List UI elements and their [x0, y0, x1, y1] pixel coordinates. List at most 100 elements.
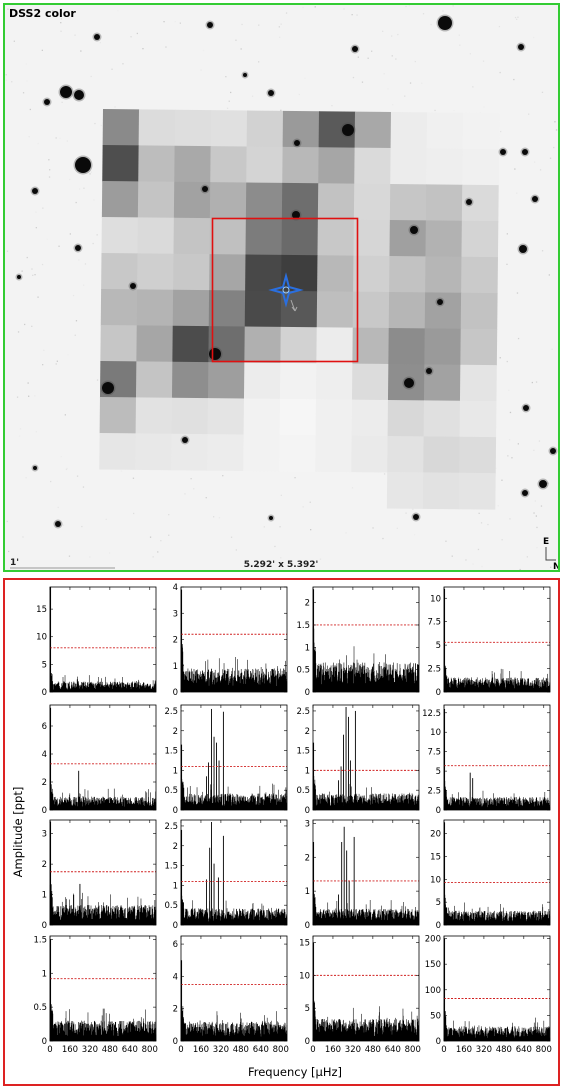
y-tick-label: 15: [36, 605, 47, 615]
y-tick-label: 2: [42, 860, 47, 870]
y-tick-label: 0: [436, 688, 441, 698]
star: [182, 437, 188, 443]
y-tick-label: 0: [436, 921, 441, 931]
star: [352, 46, 358, 52]
tpf-pixel: [351, 435, 389, 473]
y-tick-label: 0.5: [164, 901, 178, 911]
y-tick-label: 2: [305, 727, 310, 737]
star: [243, 73, 247, 77]
x-tick-label: 160: [193, 1045, 209, 1055]
periodogram-panel-1-2: 0 0.5 1 1.5 2 2.5: [296, 704, 420, 816]
y-tick-label: 15: [299, 939, 310, 949]
tpf-pixel: [317, 183, 355, 221]
star: [518, 44, 524, 50]
star: [55, 521, 61, 527]
x-tick-label: 480: [365, 1045, 381, 1055]
periodogram-panel-0-1: 0 1 2 3 4: [173, 583, 288, 698]
tpf-pixel-grid: [99, 109, 500, 510]
star: [94, 34, 100, 40]
y-axis-label: Amplitude [ppt]: [11, 787, 25, 878]
tpf-pixel: [279, 362, 317, 400]
y-tick-label: 1: [42, 891, 47, 901]
y-tick-label: 2.5: [427, 665, 441, 675]
y-tick-label: 10: [36, 633, 47, 643]
tpf-pixel: [389, 184, 427, 221]
tpf-pixel: [424, 292, 462, 330]
tpf-pixel: [101, 216, 139, 254]
tpf-pixel: [388, 292, 426, 329]
amplitude-spectrum: [49, 994, 157, 1041]
star: [269, 516, 273, 520]
star: [292, 211, 300, 219]
tpf-pixel: [461, 184, 499, 222]
panel-frame: [180, 704, 288, 811]
y-tick-label: 3: [42, 830, 47, 840]
panel-frame: [180, 819, 288, 926]
y-tick-label: 2.5: [164, 707, 178, 717]
star: [426, 368, 432, 374]
y-tick-label: 2: [173, 636, 178, 646]
y-tick-label: 2: [173, 727, 178, 737]
panel-frame: [443, 704, 551, 811]
tpf-pixel: [174, 145, 212, 183]
amplitude-spectrum: [312, 774, 420, 810]
y-tick-label: 1: [173, 881, 178, 891]
amplitude-spectrum: [312, 884, 420, 925]
y-tick-label: 2.5: [164, 822, 178, 832]
tpf-pixel: [461, 256, 498, 294]
tpf-pixel: [173, 217, 211, 255]
tpf-pixel: [390, 148, 428, 185]
y-tick-label: 20: [430, 830, 441, 840]
periodogram-panel-1-0: 0 2 4 6: [42, 704, 157, 816]
tpf-pixel: [280, 290, 318, 328]
tpf-pixel: [386, 471, 424, 509]
tpf-pixel: [208, 290, 246, 328]
y-tick-label: 6: [42, 722, 47, 732]
y-tick-label: 0.5: [296, 786, 310, 796]
tpf-pixel: [388, 328, 426, 365]
star: [413, 514, 419, 520]
y-tick-label: 5: [42, 660, 47, 670]
tpf-pixel: [243, 434, 281, 472]
periodogram-panel-3-0: 0 0.5 1 1.5 0 160 320 480 640 800: [33, 935, 157, 1055]
target-marker: [268, 272, 304, 312]
tpf-pixel: [245, 254, 282, 292]
star: [209, 348, 221, 360]
y-tick-label: 0.5: [296, 666, 310, 676]
periodogram-canvas: 0510150123400.511.5202.557.510024600.511…: [11, 583, 552, 1079]
star: [32, 188, 38, 194]
y-tick-label: 150: [425, 960, 441, 970]
y-tick-label: 0: [305, 1037, 310, 1047]
amplitude-spectrum: [180, 885, 288, 925]
tpf-pixel: [171, 433, 209, 471]
star: [522, 490, 528, 496]
y-tick-label: 0: [42, 921, 47, 931]
y-tick-label: 5: [436, 898, 441, 908]
tpf-pixel: [422, 472, 460, 510]
y-tick-label: 0: [42, 806, 47, 816]
star: [519, 245, 527, 253]
tpf-pixel: [318, 111, 356, 149]
star: [550, 448, 556, 454]
x-tick-label: 0: [441, 1045, 446, 1055]
y-tick-label: 3: [305, 819, 310, 829]
periodogram-panel-2-0: 0 1 2 3: [42, 819, 157, 931]
periodogram-panel-2-1: 0 0.5 1 1.5 2 2.5: [164, 819, 288, 931]
tpf-pixel: [210, 146, 248, 184]
tpf-pixel: [459, 364, 497, 402]
tpf-pixel: [101, 180, 139, 218]
y-tick-label: 0.5: [33, 1003, 47, 1013]
tpf-pixel: [172, 289, 210, 327]
tpf-pixel: [389, 220, 427, 257]
tpf-pixel: [353, 255, 390, 293]
amplitude-spectrum: [49, 779, 157, 810]
star: [17, 275, 21, 279]
tpf-pixel: [282, 146, 320, 184]
tpf-pixel: [318, 147, 356, 185]
compass-east-label: E: [543, 537, 549, 547]
tpf-pixel: [353, 183, 391, 221]
tpf-pixel: [387, 435, 425, 473]
x-tick-label: 640: [385, 1045, 401, 1055]
star: [130, 283, 136, 289]
x-tick-label: 160: [456, 1045, 472, 1055]
